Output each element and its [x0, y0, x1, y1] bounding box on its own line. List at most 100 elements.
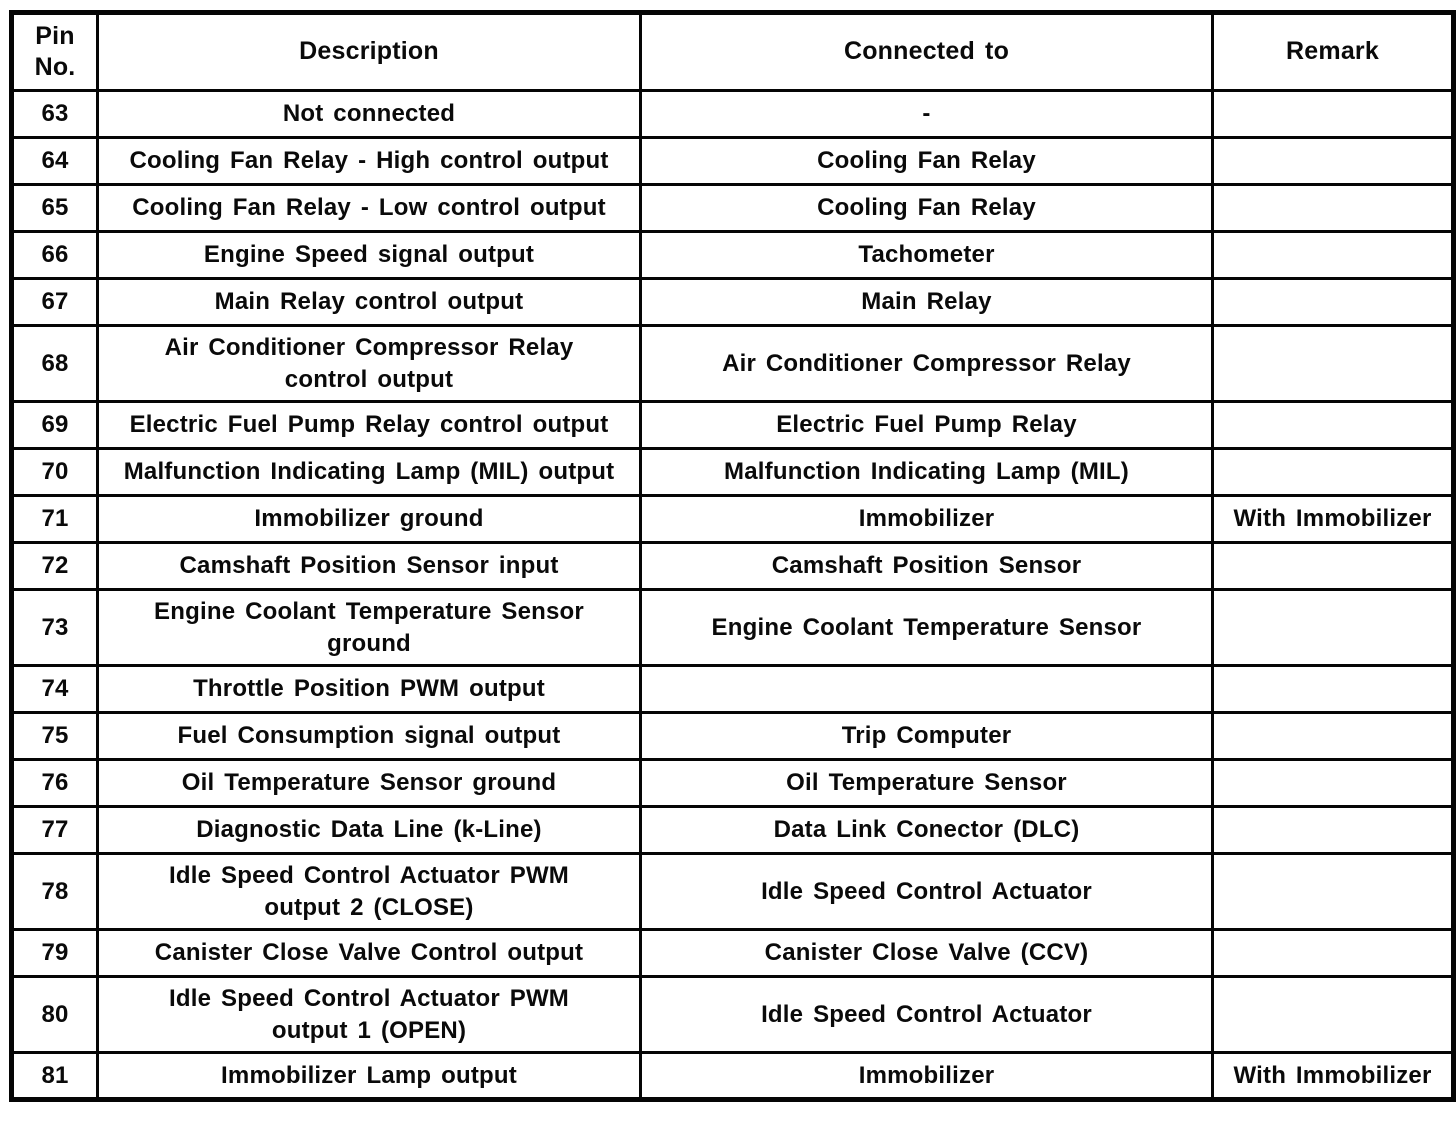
remark-cell: [1211, 324, 1455, 403]
table-row: 76 Oil Temperature Sensor ground Oil Tem…: [10, 758, 1455, 808]
connected-cell: Cooling Fan Relay: [639, 136, 1214, 186]
pin-assignment-table: Pin No. Description Connected to Remark …: [9, 10, 1456, 1102]
remark-cell: [1211, 928, 1455, 978]
pin-cell: 69: [10, 400, 99, 450]
remark-cell: [1211, 975, 1455, 1054]
table-row: 65 Cooling Fan Relay - Low control outpu…: [10, 183, 1455, 233]
description-cell: Canister Close Valve Control output: [96, 928, 642, 978]
pin-cell: 67: [10, 277, 99, 327]
table-row: 73 Engine Coolant Temperature Sensor gro…: [10, 588, 1455, 667]
table-row: 71 Immobilizer ground Immobilizer With I…: [10, 494, 1455, 544]
description-cell: Electric Fuel Pump Relay control output: [96, 400, 642, 450]
pin-cell: 77: [10, 805, 99, 855]
description-cell: Idle Speed Control Actuator PWM output 2…: [96, 852, 642, 931]
pin-cell: 64: [10, 136, 99, 186]
header-description: Description: [96, 11, 642, 92]
table-row: 81 Immobilizer Lamp output Immobilizer W…: [10, 1051, 1455, 1101]
table-row: 78 Idle Speed Control Actuator PWM outpu…: [10, 852, 1455, 931]
connected-cell: Idle Speed Control Actuator: [639, 975, 1214, 1054]
table-row: 70 Malfunction Indicating Lamp (MIL) out…: [10, 447, 1455, 497]
pin-cell: 73: [10, 588, 99, 667]
remark-cell: [1211, 541, 1455, 591]
remark-cell: [1211, 588, 1455, 667]
table-row: 68 Air Conditioner Compressor Relay cont…: [10, 324, 1455, 403]
table-row: 63 Not connected -: [10, 89, 1455, 139]
pin-cell: 80: [10, 975, 99, 1054]
remark-cell: [1211, 758, 1455, 808]
remark-cell: [1211, 230, 1455, 280]
pin-cell: 76: [10, 758, 99, 808]
remark-cell: [1211, 664, 1455, 714]
connected-cell: Engine Coolant Temperature Sensor: [639, 588, 1214, 667]
remark-cell: With Immobilizer: [1211, 1051, 1455, 1101]
connected-cell: Immobilizer: [639, 494, 1214, 544]
connected-cell: Data Link Conector (DLC): [639, 805, 1214, 855]
remark-cell: [1211, 805, 1455, 855]
description-cell: Air Conditioner Compressor Relay control…: [96, 324, 642, 403]
description-cell: Not connected: [96, 89, 642, 139]
connected-cell: Canister Close Valve (CCV): [639, 928, 1214, 978]
connected-cell: Tachometer: [639, 230, 1214, 280]
table-row: 69 Electric Fuel Pump Relay control outp…: [10, 400, 1455, 450]
description-cell: Cooling Fan Relay - High control output: [96, 136, 642, 186]
table-row: 75 Fuel Consumption signal output Trip C…: [10, 711, 1455, 761]
remark-cell: [1211, 89, 1455, 139]
connected-cell: [639, 664, 1214, 714]
header-remark: Remark: [1211, 11, 1455, 92]
remark-cell: [1211, 711, 1455, 761]
table-row: 67 Main Relay control output Main Relay: [10, 277, 1455, 327]
table-row: 80 Idle Speed Control Actuator PWM outpu…: [10, 975, 1455, 1054]
table-row: 74 Throttle Position PWM output: [10, 664, 1455, 714]
pin-cell: 72: [10, 541, 99, 591]
pin-cell: 75: [10, 711, 99, 761]
header-connected-to: Connected to: [639, 11, 1214, 92]
pin-cell: 66: [10, 230, 99, 280]
connected-cell: Cooling Fan Relay: [639, 183, 1214, 233]
pin-cell: 68: [10, 324, 99, 403]
pin-cell: 78: [10, 852, 99, 931]
remark-cell: [1211, 136, 1455, 186]
pin-cell: 81: [10, 1051, 99, 1101]
description-cell: Throttle Position PWM output: [96, 664, 642, 714]
remark-cell: [1211, 447, 1455, 497]
description-cell: Cooling Fan Relay - Low control output: [96, 183, 642, 233]
table-row: 66 Engine Speed signal output Tachometer: [10, 230, 1455, 280]
description-cell: Malfunction Indicating Lamp (MIL) output: [96, 447, 642, 497]
table-body: 63 Not connected - 64 Cooling Fan Relay …: [10, 89, 1455, 1101]
description-cell: Diagnostic Data Line (k-Line): [96, 805, 642, 855]
header-pin-no: Pin No.: [10, 11, 99, 92]
connected-cell: Idle Speed Control Actuator: [639, 852, 1214, 931]
description-cell: Oil Temperature Sensor ground: [96, 758, 642, 808]
remark-cell: With Immobilizer: [1211, 494, 1455, 544]
description-cell: Engine Speed signal output: [96, 230, 642, 280]
table-row: 77 Diagnostic Data Line (k-Line) Data Li…: [10, 805, 1455, 855]
description-cell: Immobilizer Lamp output: [96, 1051, 642, 1101]
table-header: Pin No. Description Connected to Remark: [10, 11, 1455, 92]
table-row: 64 Cooling Fan Relay - High control outp…: [10, 136, 1455, 186]
description-cell: Main Relay control output: [96, 277, 642, 327]
pin-cell: 71: [10, 494, 99, 544]
pin-cell: 63: [10, 89, 99, 139]
description-cell: Fuel Consumption signal output: [96, 711, 642, 761]
connected-cell: Main Relay: [639, 277, 1214, 327]
connected-cell: Electric Fuel Pump Relay: [639, 400, 1214, 450]
header-row: Pin No. Description Connected to Remark: [10, 11, 1455, 92]
remark-cell: [1211, 852, 1455, 931]
connected-cell: -: [639, 89, 1214, 139]
description-cell: Idle Speed Control Actuator PWM output 1…: [96, 975, 642, 1054]
remark-cell: [1211, 183, 1455, 233]
connected-cell: Immobilizer: [639, 1051, 1214, 1101]
table-row: 72 Camshaft Position Sensor input Camsha…: [10, 541, 1455, 591]
pin-cell: 65: [10, 183, 99, 233]
table-row: 79 Canister Close Valve Control output C…: [10, 928, 1455, 978]
description-cell: Immobilizer ground: [96, 494, 642, 544]
pin-cell: 74: [10, 664, 99, 714]
pin-cell: 70: [10, 447, 99, 497]
remark-cell: [1211, 277, 1455, 327]
connected-cell: Oil Temperature Sensor: [639, 758, 1214, 808]
connected-cell: Camshaft Position Sensor: [639, 541, 1214, 591]
remark-cell: [1211, 400, 1455, 450]
connected-cell: Air Conditioner Compressor Relay: [639, 324, 1214, 403]
connected-cell: Malfunction Indicating Lamp (MIL): [639, 447, 1214, 497]
